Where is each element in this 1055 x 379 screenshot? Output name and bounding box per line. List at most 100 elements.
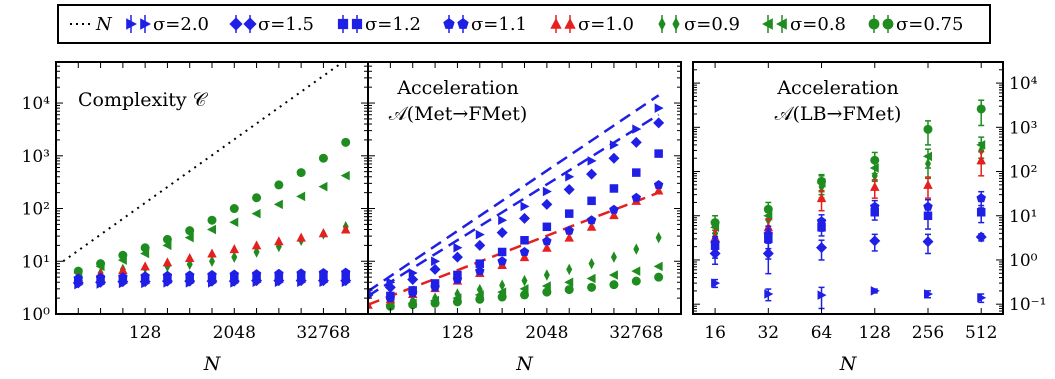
legend-entry: σ=2.0 xyxy=(126,14,209,35)
data-point xyxy=(184,253,195,263)
y-tick-label: 10¹ xyxy=(1009,207,1037,227)
data-point xyxy=(454,288,461,300)
y-tick-label: 10¹ xyxy=(22,252,50,272)
legend-marker xyxy=(882,18,894,30)
data-point xyxy=(924,157,931,170)
data-point xyxy=(74,279,84,290)
data-point xyxy=(475,266,485,276)
data-point xyxy=(711,278,721,288)
data-point xyxy=(274,236,284,246)
series xyxy=(710,136,986,240)
data-point xyxy=(296,168,306,178)
data-point xyxy=(520,201,530,212)
data-point xyxy=(586,168,598,180)
data-point xyxy=(163,278,173,288)
legend-marker xyxy=(337,18,349,30)
data-point xyxy=(341,137,351,147)
data-point xyxy=(431,256,441,267)
data-point xyxy=(709,248,721,260)
data-point xyxy=(519,252,530,262)
data-point xyxy=(818,181,825,193)
data-point xyxy=(476,283,483,296)
data-point xyxy=(519,212,530,224)
data-point xyxy=(520,236,529,245)
data-point xyxy=(976,208,986,217)
data-point xyxy=(816,242,828,254)
data-point xyxy=(229,244,240,254)
panel-subtitle: 𝒜(LB→FMet) xyxy=(775,103,902,125)
data-point xyxy=(251,208,261,219)
legend-label: σ=0.9 xyxy=(684,14,740,35)
data-point xyxy=(564,225,574,235)
y-tick-label: 10³ xyxy=(22,147,50,167)
data-point xyxy=(542,186,552,197)
x-tick-label: 128 xyxy=(441,323,473,343)
series xyxy=(709,231,987,275)
series xyxy=(386,149,663,301)
data-point xyxy=(542,287,552,297)
data-point xyxy=(408,268,418,278)
data-point xyxy=(586,221,597,231)
legend-label: σ=2.0 xyxy=(153,14,209,35)
data-point xyxy=(296,232,306,242)
data-point xyxy=(631,266,641,276)
series xyxy=(710,151,986,251)
data-point xyxy=(252,193,262,203)
x-tick-label: 32768 xyxy=(609,323,663,343)
data-point xyxy=(520,290,529,300)
legend-marker xyxy=(126,18,137,30)
data-point xyxy=(541,281,551,291)
data-point xyxy=(140,248,150,259)
data-point xyxy=(521,274,528,287)
data-point xyxy=(976,193,986,203)
panel-title: Acceleration xyxy=(776,77,898,99)
y-tick-label: 10² xyxy=(22,200,50,220)
data-point xyxy=(209,255,215,268)
data-point xyxy=(274,277,284,287)
data-point xyxy=(497,287,507,297)
legend-marker xyxy=(658,17,666,31)
data-point xyxy=(141,278,151,289)
data-point xyxy=(207,215,217,225)
data-point xyxy=(453,243,463,253)
data-point xyxy=(496,227,508,239)
data-point xyxy=(475,229,485,240)
data-point xyxy=(563,183,575,195)
legend-label: σ=1.1 xyxy=(471,14,527,35)
legend-label: σ=0.8 xyxy=(790,14,846,35)
data-point xyxy=(655,231,662,244)
data-point xyxy=(587,282,597,292)
data-point xyxy=(923,211,933,221)
data-point xyxy=(296,191,306,202)
data-point xyxy=(96,279,106,289)
data-point xyxy=(871,170,878,182)
series xyxy=(710,190,986,255)
data-point xyxy=(654,149,663,158)
data-point xyxy=(252,277,262,287)
legend-label: σ=1.5 xyxy=(258,14,314,35)
panel-subtitle: 𝒜(Met→FMet) xyxy=(389,103,528,125)
data-point xyxy=(764,289,774,299)
data-point xyxy=(976,104,986,114)
x-axis-label: N xyxy=(515,353,534,375)
data-point xyxy=(610,251,617,263)
data-point xyxy=(162,240,172,251)
data-point xyxy=(609,140,619,150)
legend-marker xyxy=(868,18,880,30)
data-point xyxy=(587,196,596,206)
legend-entry: σ=1.2 xyxy=(337,14,421,35)
data-point xyxy=(564,209,574,218)
data-point xyxy=(586,273,596,284)
legend-entry: σ=1.1 xyxy=(443,14,527,35)
y-tick-label: 10⁻¹ xyxy=(1009,295,1046,315)
panel-acceleration-met-fmet: 128 2048 32768 N Acceleration 𝒜(Met→FMet) xyxy=(367,61,682,375)
data-point xyxy=(869,235,881,247)
legend-marker xyxy=(351,18,363,30)
legend-marker xyxy=(564,18,576,29)
data-point xyxy=(207,224,216,235)
data-point xyxy=(631,192,642,202)
series xyxy=(368,103,664,294)
data-point xyxy=(230,278,240,288)
data-point xyxy=(542,222,552,232)
